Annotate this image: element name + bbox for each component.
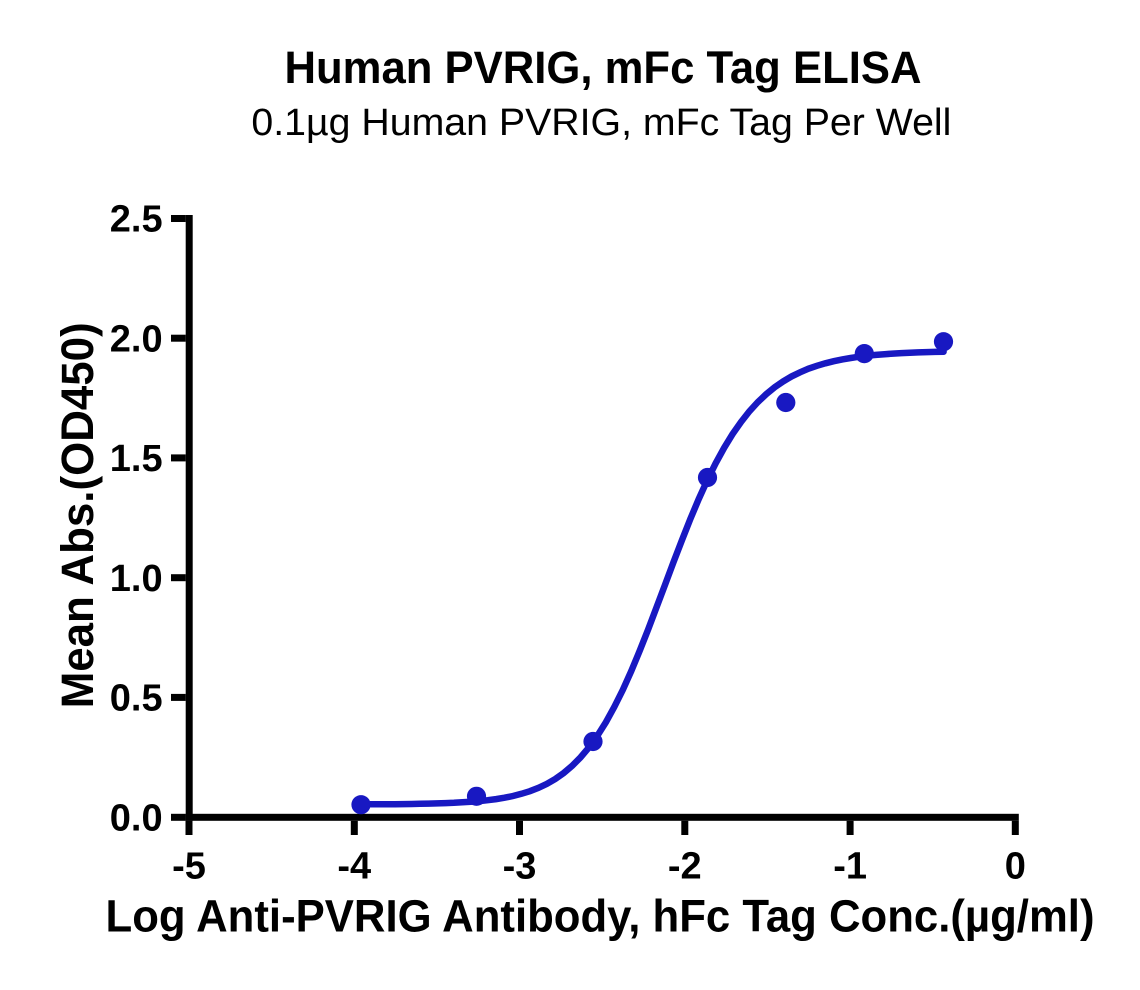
svg-text:0.0: 0.0 [110,798,163,840]
svg-text:-1: -1 [833,846,867,888]
svg-text:2.5: 2.5 [110,199,163,241]
svg-text:Log Anti-PVRIG Antibody, hFc T: Log Anti-PVRIG Antibody, hFc Tag Conc.(µ… [106,890,1095,941]
svg-text:Human PVRIG, mFc Tag ELISA: Human PVRIG, mFc Tag ELISA [285,42,922,93]
svg-text:-4: -4 [337,846,371,888]
svg-text:-2: -2 [668,846,702,888]
svg-text:2.0: 2.0 [110,318,163,360]
svg-text:0: 0 [1005,846,1026,888]
svg-text:0.5: 0.5 [110,678,163,720]
svg-text:-3: -3 [503,846,537,888]
svg-text:-5: -5 [172,846,206,888]
svg-text:1.0: 1.0 [110,558,163,600]
svg-text:Mean Abs.(OD450): Mean Abs.(OD450) [52,322,103,708]
svg-text:0.1µg Human PVRIG, mFc Tag Per: 0.1µg Human PVRIG, mFc Tag Per Well [251,102,951,144]
svg-text:1.5: 1.5 [110,438,163,480]
